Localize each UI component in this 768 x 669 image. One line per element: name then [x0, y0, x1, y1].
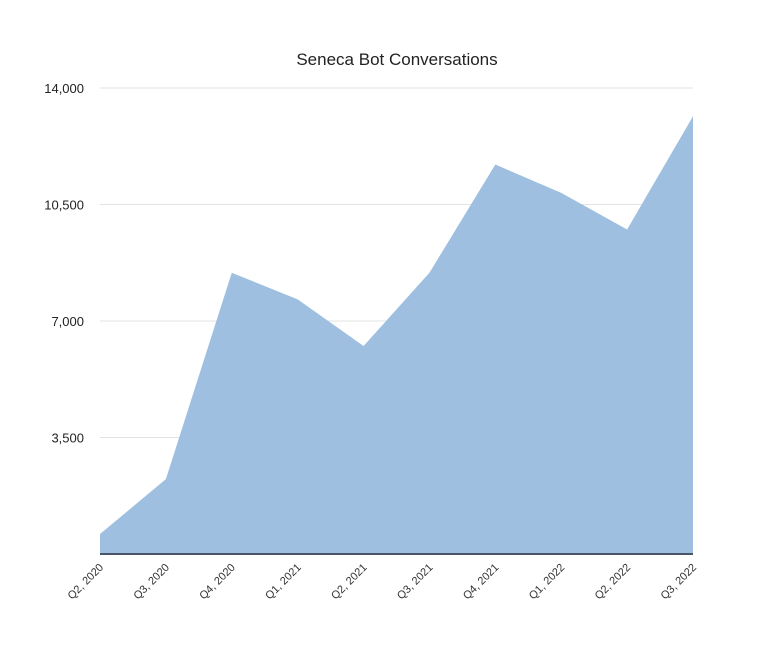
x-tick-label: Q2, 2021	[329, 562, 369, 602]
chart-title: Seneca Bot Conversations	[296, 50, 498, 69]
x-tick-label: Q4, 2021	[461, 562, 501, 602]
x-tick-label: Q1, 2021	[263, 562, 303, 602]
y-tick-label: 3,500	[51, 431, 84, 446]
x-tick-label: Q1, 2022	[527, 562, 567, 602]
y-tick-label: 7,000	[51, 314, 84, 329]
y-tick-label: 14,000	[44, 81, 84, 96]
x-tick-label: Q3, 2022	[659, 562, 699, 602]
x-tick-label: Q2, 2022	[593, 562, 633, 602]
x-tick-label: Q2, 2020	[66, 562, 106, 602]
y-tick-label: 10,500	[44, 198, 84, 213]
area-series	[100, 116, 693, 555]
x-tick-label: Q3, 2020	[132, 562, 172, 602]
x-tick-label: Q3, 2021	[395, 562, 435, 602]
x-tick-label: Q4, 2020	[197, 562, 237, 602]
